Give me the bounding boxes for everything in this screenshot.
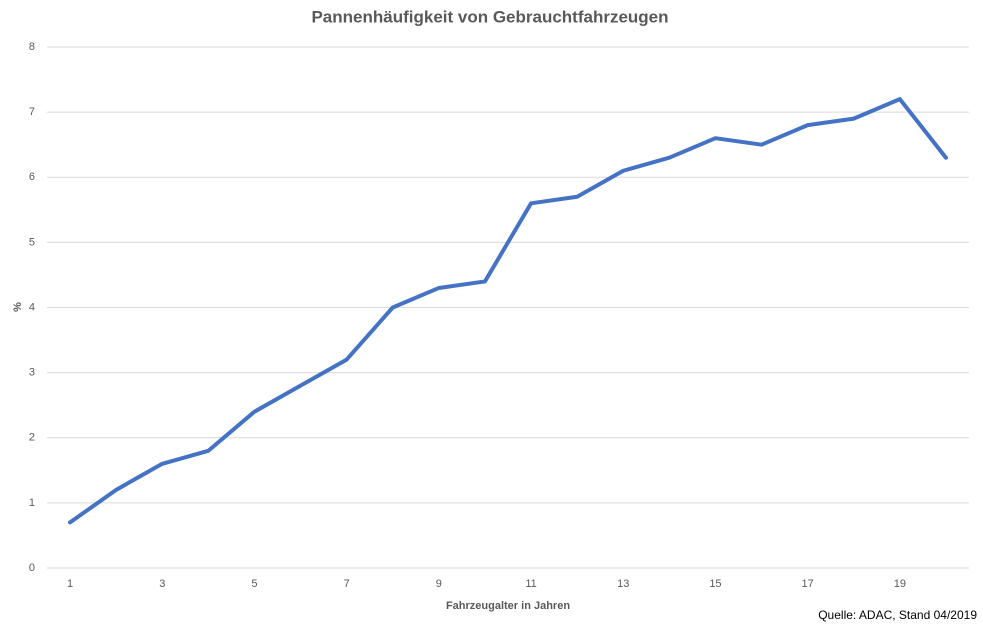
- y-tick-label: 1: [29, 497, 35, 509]
- y-tick-label: 5: [29, 236, 35, 248]
- y-tick-label: 7: [29, 106, 35, 118]
- x-tick-label: 5: [251, 578, 257, 590]
- y-tick-label: 2: [29, 432, 35, 444]
- x-axis-title: Fahrzeugalter in Jahren: [446, 600, 570, 612]
- y-tick-label: 0: [29, 562, 35, 574]
- x-tick-label: 19: [894, 578, 906, 590]
- x-tick-label: 17: [802, 578, 814, 590]
- x-tick-label: 3: [159, 578, 165, 590]
- x-tick-label: 7: [344, 578, 350, 590]
- x-tick-label: 11: [525, 578, 536, 590]
- x-tick-label: 9: [436, 578, 442, 590]
- y-tick-label: 8: [29, 41, 35, 53]
- y-axis-title: %: [12, 302, 24, 312]
- x-tick-label: 1: [67, 578, 73, 590]
- x-tick-label: 15: [709, 578, 721, 590]
- x-tick-label: 13: [617, 578, 629, 590]
- source-note: Quelle: ADAC, Stand 04/2019: [818, 608, 977, 622]
- chart-title: Pannenhäufigkeit von Gebrauchtfahrzeugen: [311, 7, 668, 26]
- data-line: [68, 97, 948, 525]
- y-tick-label: 6: [29, 171, 35, 183]
- y-tick-label: 3: [29, 367, 35, 379]
- y-tick-label: 4: [29, 301, 35, 313]
